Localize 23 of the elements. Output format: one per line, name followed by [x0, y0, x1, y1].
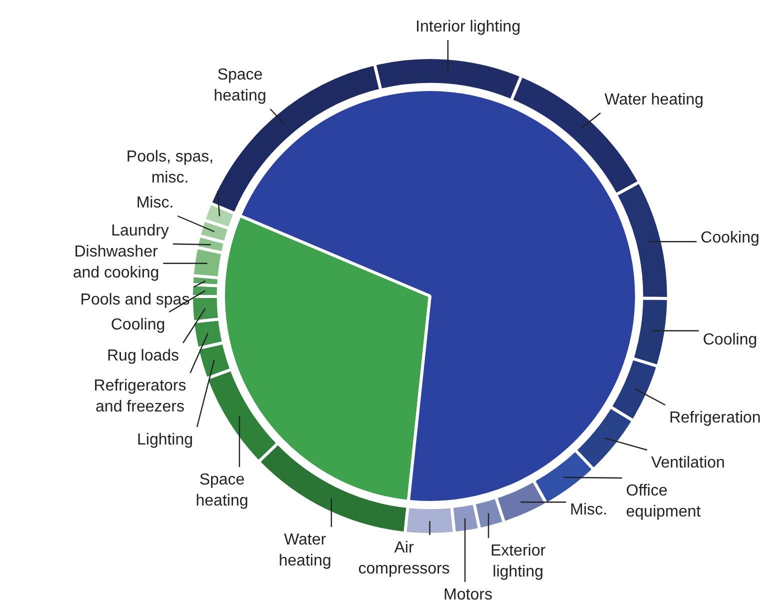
slice-label: Laundry [111, 222, 169, 240]
slice-label: Water heating [604, 91, 704, 108]
slice-label: Pools, spas, misc. [126, 148, 214, 186]
slice-label: Ventilation [651, 454, 725, 472]
slice-label: Pools and spas [80, 291, 190, 308]
slice-label: Water heating [278, 531, 332, 570]
slice-label: Rug loads [106, 347, 180, 364]
slice-label: Space heating [196, 471, 248, 510]
slice-label: Misc. [136, 194, 174, 212]
slice-label: Lighting [136, 431, 194, 448]
slice-label: Dishwasher and cooking [72, 243, 160, 282]
slice-label: Cooling [110, 316, 166, 334]
slice-label: Cooling [702, 331, 758, 348]
slice-label: Motors [444, 586, 492, 602]
slice-label: Refrigeration [669, 409, 761, 426]
slice-label: Refrigerators and freezers [94, 377, 186, 416]
slice-label: Space heating [214, 66, 266, 104]
slice-label: Interior lighting [416, 18, 520, 36]
slice-label: Misc. [570, 501, 608, 518]
slice-label: Exterior lighting [490, 542, 546, 580]
slice-label: Air compressors [358, 539, 450, 578]
slice-label: Cooking [700, 229, 760, 246]
slice-label: Office equipment [626, 482, 702, 520]
